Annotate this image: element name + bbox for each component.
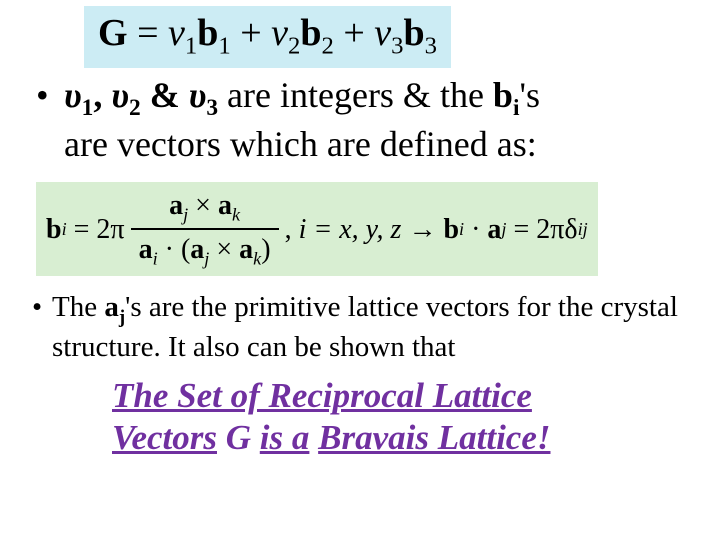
equation-g-definition: G = v1b1 + v2b2 + v3b3 bbox=[84, 6, 451, 68]
bullet-primitive-vectors: The aj's are the primitive lattice vecto… bbox=[28, 290, 692, 364]
equation-bi-definition: bi = 2π aj × ak ai · (aj × ak) , i = x, … bbox=[36, 182, 598, 277]
bullet-integers-and-vectors: υ1, υ2 & υ3 are integers & the bi's are … bbox=[28, 74, 692, 165]
fraction: aj × ak ai · (aj × ak) bbox=[131, 188, 279, 271]
sym-G: G bbox=[98, 12, 128, 54]
conclusion-bravais-lattice: The Set of Reciprocal Lattice Vectors G … bbox=[28, 375, 692, 460]
